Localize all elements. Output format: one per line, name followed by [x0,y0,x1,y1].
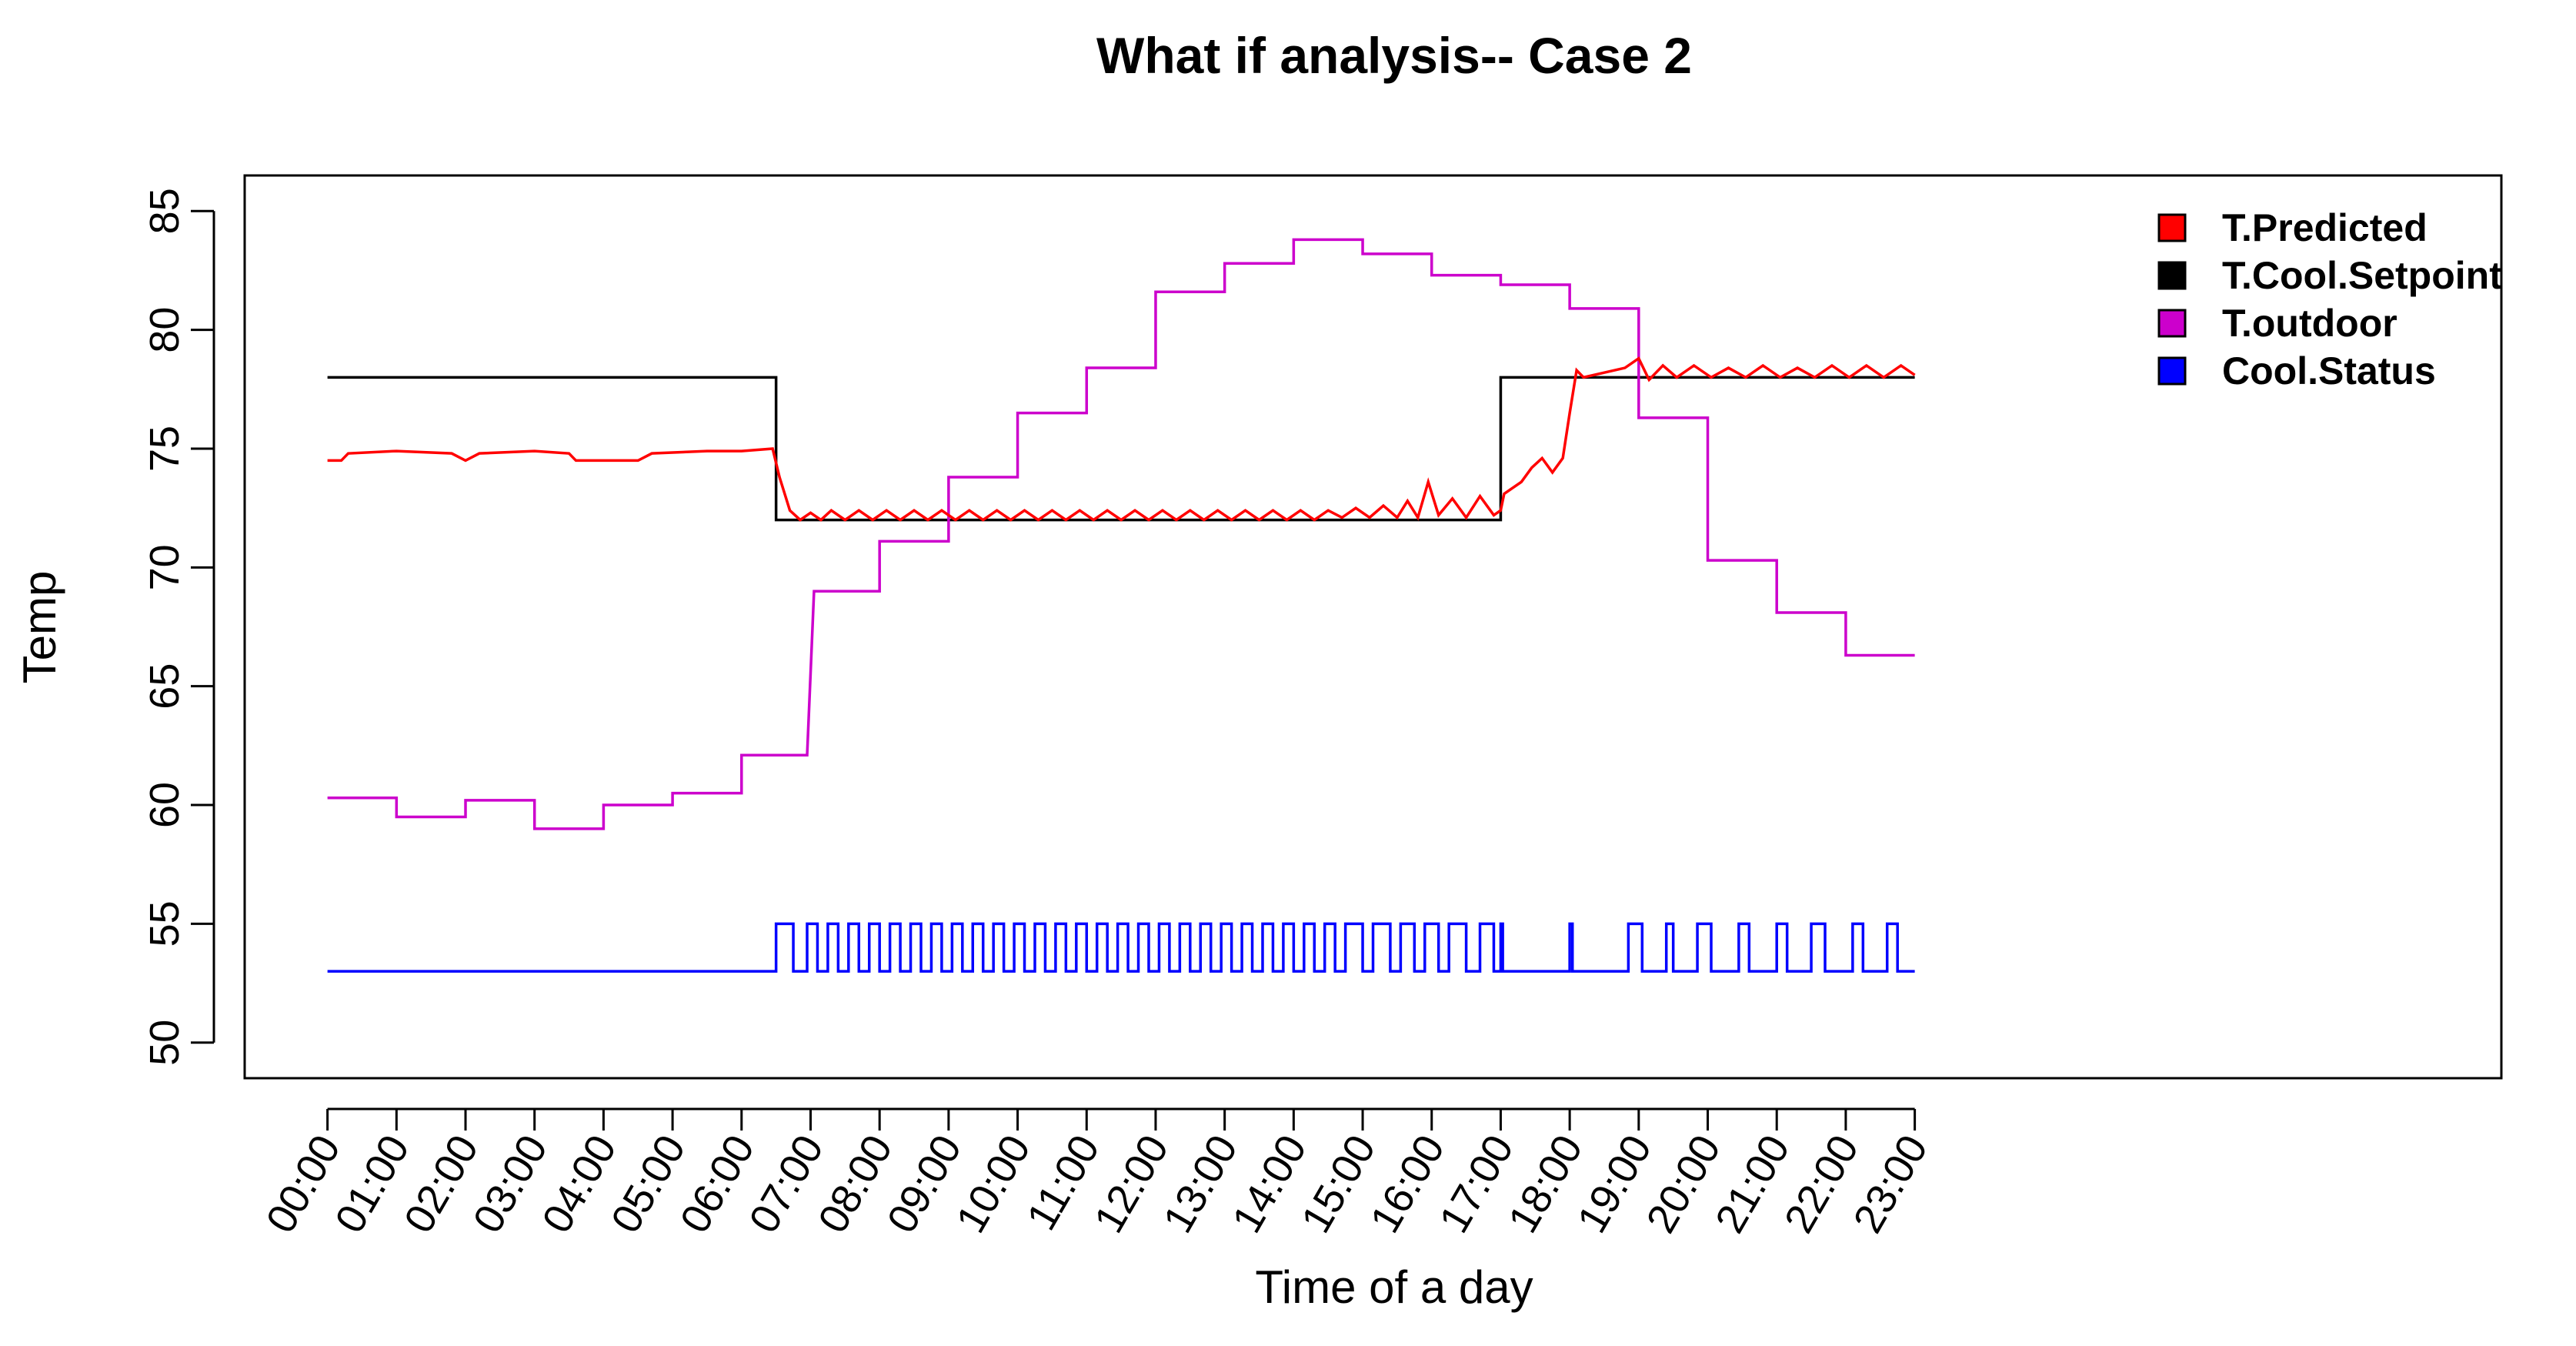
y-tick-label: 70 [142,544,188,590]
x-axis-label: Time of a day [1255,1261,1533,1313]
legend-label-cool-status: Cool.Status [2222,349,2436,392]
chart-title: What if analysis-- Case 2 [1096,27,1692,84]
y-tick-label: 65 [142,663,188,710]
legend-swatch-cool-status [2157,356,2187,386]
y-tick-label: 80 [142,307,188,353]
legend-swatch-t-outdoor [2157,309,2187,338]
legend-label-t-predicted: T.Predicted [2222,206,2428,249]
legend: T.Predicted T.Cool.Setpoint T.outdoorCool.… [2157,206,2502,392]
legend-label-t-cool-setpoint: T.Cool.Setpoint [2222,254,2502,297]
legend-label-t-outdoor: T.outdoor [2222,302,2397,345]
x-tick-label: 10:00 [947,1127,1039,1241]
x-axis: 00:0001:0002:0003:0004:0005:0006:0007:00… [257,1107,1937,1241]
y-tick-label: 75 [142,426,188,472]
series-line-t-outdoor [327,238,1915,830]
legend-swatch-t-cool-setpoint [2157,261,2187,290]
x-tick-label: 23:00 [1844,1127,1937,1241]
y-axis: 50 55 60 65 70 75 80 85 [142,188,215,1066]
plot-frame [243,174,2503,1080]
legend-swatch-t-predicted [2157,213,2187,242]
y-tick-label: 50 [142,1020,188,1066]
y-axis-label: Temp [14,571,65,684]
series-layer [327,238,1916,973]
series-line-t-predicted [327,356,1916,522]
y-tick-label: 85 [142,188,188,234]
series-line-cool-status [327,922,1915,973]
y-tick-label: 55 [142,900,188,947]
series-line-t-cool-setpoint [327,376,1915,522]
y-tick-label: 60 [142,782,188,828]
